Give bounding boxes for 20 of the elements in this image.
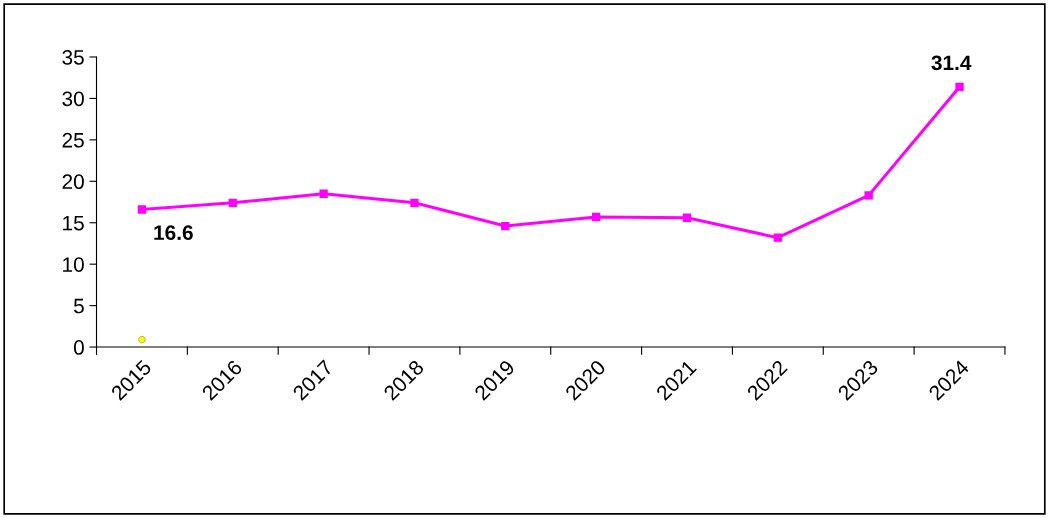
point (864, 191, 873, 200)
point (591, 212, 601, 222)
point (682, 213, 692, 222)
y-tick-label: 10 (63, 257, 84, 272)
point (410, 198, 419, 208)
data-label: 16.6 (154, 225, 193, 241)
y-tick-label: 35 (62, 49, 84, 65)
point (955, 82, 964, 91)
point (319, 189, 328, 198)
point (501, 221, 510, 231)
y-tick-label: 0 (73, 340, 84, 355)
y-tick-label: 20 (62, 174, 84, 190)
data-label: 31.4 (931, 55, 972, 71)
point (228, 198, 237, 208)
point (773, 233, 783, 242)
y-tick-label: 25 (62, 132, 84, 148)
y-tick-label: 30 (62, 91, 84, 107)
y-tick-label: 5 (73, 298, 84, 314)
point (137, 205, 147, 214)
y-tick-label: 15 (63, 215, 84, 231)
